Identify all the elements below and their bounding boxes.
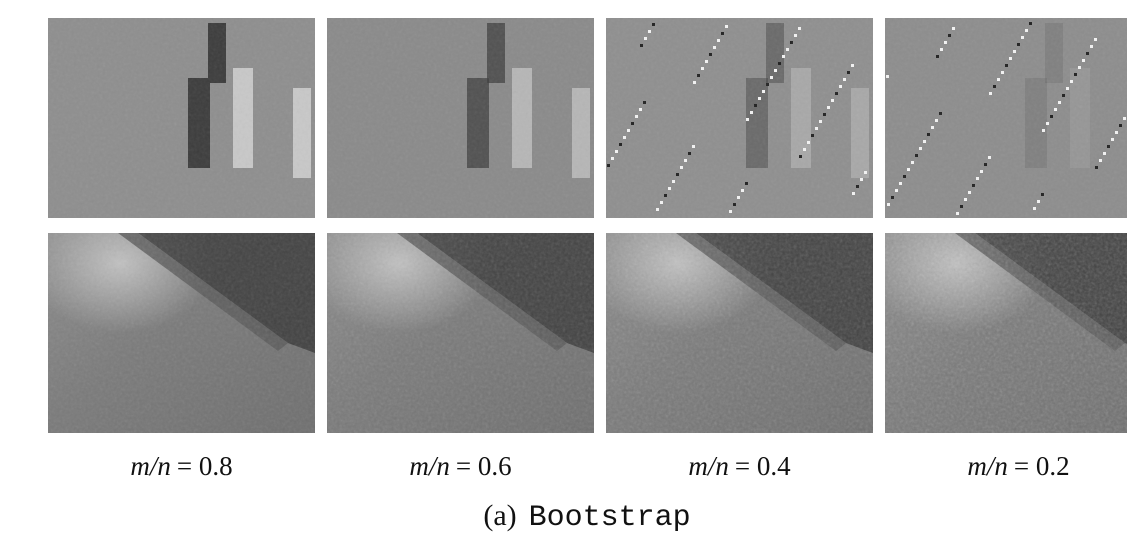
foreground-image <box>606 18 873 218</box>
foreground-image <box>885 18 1127 218</box>
panel-label: m/n= 0.2 <box>967 451 1069 481</box>
panel-variable: m/n <box>967 451 1008 481</box>
grain <box>606 18 873 218</box>
panel-value: = 0.6 <box>456 451 512 481</box>
panel-variable: m/n <box>688 451 729 481</box>
grain <box>885 18 1127 218</box>
panel-value: = 0.4 <box>735 451 791 481</box>
background-image <box>885 233 1127 433</box>
panel-value: = 0.8 <box>177 451 233 481</box>
caption: (a) Bootstrap <box>483 499 690 535</box>
panel: m/n= 0.4 <box>606 18 873 481</box>
figure: m/n= 0.8m/n= 0.6m/n= 0.4m/n= 0.2 (a) Boo… <box>0 0 1127 548</box>
grain <box>327 233 594 433</box>
background-image <box>48 233 315 433</box>
grain <box>48 18 315 218</box>
grain <box>327 18 594 218</box>
background-image <box>327 233 594 433</box>
page: {"figure": { "panels": [ {"variable": "m… <box>0 0 1127 548</box>
panel-label: m/n= 0.8 <box>130 451 232 481</box>
panel-value: = 0.2 <box>1014 451 1070 481</box>
panel: m/n= 0.2 <box>885 18 1127 481</box>
caption-name: Bootstrap <box>529 501 691 535</box>
panel-variable: m/n <box>409 451 450 481</box>
foreground-image <box>48 18 315 218</box>
foreground-image <box>327 18 594 218</box>
panel: m/n= 0.8 <box>48 18 315 481</box>
caption-label: (a) <box>483 499 516 532</box>
panel-variable: m/n <box>130 451 171 481</box>
panel-label: m/n= 0.6 <box>409 451 511 481</box>
panel-label: m/n= 0.4 <box>688 451 791 481</box>
panel: m/n= 0.6 <box>327 18 594 481</box>
grain <box>606 233 873 433</box>
grain <box>885 233 1127 433</box>
background-image <box>606 233 873 433</box>
grain <box>48 233 315 433</box>
